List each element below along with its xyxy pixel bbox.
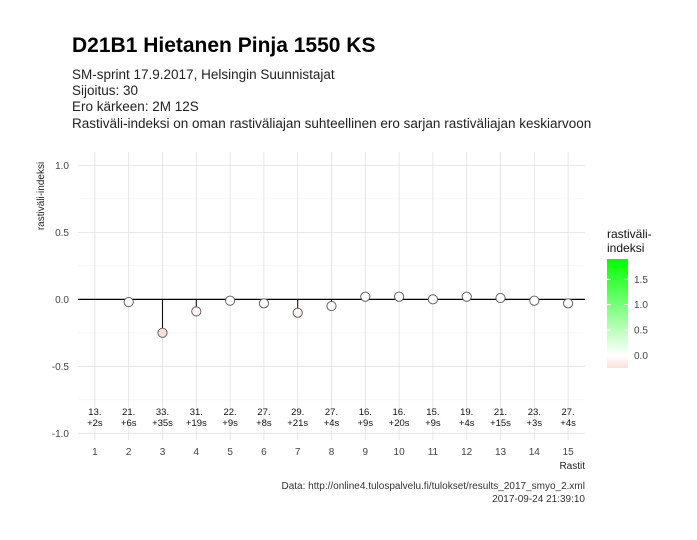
point-control-14 bbox=[529, 295, 540, 306]
legend-tick-label: 1.0 bbox=[634, 300, 648, 311]
point-control-6 bbox=[258, 298, 269, 309]
y-axis-label: rastiväli-indeksi bbox=[36, 162, 47, 230]
y-tick-label: -0.5 bbox=[52, 362, 70, 373]
chart-title: D21B1 Hietanen Pinja 1550 KS bbox=[72, 34, 376, 57]
legend-ticks: 1.5 1.0 0.5 0.0 bbox=[607, 275, 648, 362]
data-points bbox=[123, 291, 574, 338]
point-control-4 bbox=[191, 306, 202, 317]
diff-label-11: +9s bbox=[425, 418, 441, 429]
x-tick-label: 9 bbox=[363, 447, 369, 458]
diff-label-6: +8s bbox=[256, 418, 272, 429]
diff-label-7: +21s bbox=[287, 418, 308, 429]
y-tick-label: 0.0 bbox=[55, 295, 69, 306]
diff-label-14: +3s bbox=[527, 418, 543, 429]
x-tick-label: 1 bbox=[92, 447, 98, 458]
subtitle-index-description: Rastiväli-indeksi on oman rastiväliajan … bbox=[72, 116, 592, 131]
rank-label-12: 19. bbox=[460, 407, 473, 418]
point-control-10 bbox=[394, 291, 405, 302]
x-tick-label: 14 bbox=[529, 447, 541, 458]
color-legend: rastiväli- indeksi 1.5 1.0 0.5 0.0 bbox=[607, 227, 652, 368]
diff-label-10: +20s bbox=[389, 418, 410, 429]
x-tick-label: 15 bbox=[563, 447, 575, 458]
split-annotations: 13.+2s21.+6s33.+35s31.+19s22.+9s27.+8s29… bbox=[87, 407, 576, 429]
legend-title-line1: rastiväli- bbox=[607, 227, 652, 241]
rank-label-3: 33. bbox=[156, 407, 169, 418]
legend-tick-label: 0.5 bbox=[634, 325, 648, 336]
legend-tick-label: 1.5 bbox=[634, 275, 648, 286]
x-tick-label: 7 bbox=[295, 447, 301, 458]
diff-label-5: +9s bbox=[222, 418, 238, 429]
rank-label-11: 15. bbox=[426, 407, 439, 418]
point-control-11 bbox=[427, 294, 438, 305]
rank-label-10: 16. bbox=[392, 407, 405, 418]
y-tick-label: 0.5 bbox=[55, 228, 69, 239]
rank-label-7: 29. bbox=[291, 407, 304, 418]
diff-label-1: +2s bbox=[87, 418, 103, 429]
subtitle-placement: Sijoitus: 30 bbox=[72, 83, 139, 98]
x-tick-label: 8 bbox=[329, 447, 335, 458]
rank-label-14: 23. bbox=[528, 407, 541, 418]
point-control-8 bbox=[326, 300, 337, 312]
x-tick-label: 10 bbox=[394, 447, 406, 458]
diff-label-9: +9s bbox=[358, 418, 374, 429]
point-control-2 bbox=[123, 296, 134, 308]
x-tick-label: 3 bbox=[160, 447, 166, 458]
x-tick-label: 6 bbox=[261, 447, 267, 458]
x-axis-label: Rastit bbox=[559, 461, 585, 472]
diff-label-8: +4s bbox=[324, 418, 340, 429]
legend-title-line2: indeksi bbox=[607, 241, 644, 255]
legend-tick-label: 0.0 bbox=[634, 351, 648, 362]
grid-lines bbox=[78, 152, 585, 440]
subtitle-event: SM-sprint 17.9.2017, Helsingin Suunnista… bbox=[72, 67, 335, 82]
timestamp-caption: 2017-09-24 21:39:10 bbox=[492, 494, 585, 505]
rank-label-2: 21. bbox=[122, 407, 135, 418]
diff-label-2: +6s bbox=[121, 418, 137, 429]
diff-label-12: +4s bbox=[459, 418, 475, 429]
point-control-3 bbox=[157, 327, 168, 338]
subtitle-gap-to-leader: Ero kärkeen: 2M 12S bbox=[72, 99, 199, 114]
diff-label-3: +35s bbox=[152, 418, 173, 429]
point-control-9 bbox=[360, 291, 371, 302]
rank-label-8: 27. bbox=[325, 407, 338, 418]
rank-label-13: 21. bbox=[494, 407, 507, 418]
x-tick-label: 11 bbox=[428, 447, 439, 458]
point-control-13 bbox=[495, 292, 506, 304]
point-control-7 bbox=[292, 307, 303, 318]
point-control-12 bbox=[461, 291, 472, 302]
diff-label-15: +4s bbox=[560, 418, 576, 429]
legend-colorbar bbox=[607, 259, 628, 368]
diff-label-13: +15s bbox=[490, 418, 511, 429]
x-tick-label: 5 bbox=[227, 447, 233, 458]
x-axis-ticks: 1 2 3 4 5 6 7 8 9 10 11 12 13 14 15 bbox=[92, 447, 574, 458]
y-tick-label: 1.0 bbox=[55, 161, 69, 172]
rank-label-4: 31. bbox=[190, 407, 203, 418]
y-tick-label: -1.0 bbox=[52, 429, 70, 440]
data-source-caption: Data: http://online4.tulospalvelu.fi/tul… bbox=[281, 481, 585, 492]
rank-label-1: 13. bbox=[88, 407, 101, 418]
rank-label-5: 22. bbox=[223, 407, 236, 418]
diff-label-4: +19s bbox=[186, 418, 207, 429]
rank-label-15: 27. bbox=[561, 407, 574, 418]
x-tick-label: 12 bbox=[461, 447, 473, 458]
rank-label-9: 16. bbox=[359, 407, 372, 418]
x-tick-label: 2 bbox=[126, 447, 132, 458]
x-tick-label: 4 bbox=[194, 447, 200, 458]
x-tick-label: 13 bbox=[495, 447, 507, 458]
rank-label-6: 27. bbox=[257, 407, 270, 418]
point-control-15 bbox=[563, 298, 574, 309]
point-control-5 bbox=[225, 295, 236, 306]
y-axis-ticks: 1.0 0.5 0.0 -0.5 -1.0 bbox=[52, 161, 70, 440]
